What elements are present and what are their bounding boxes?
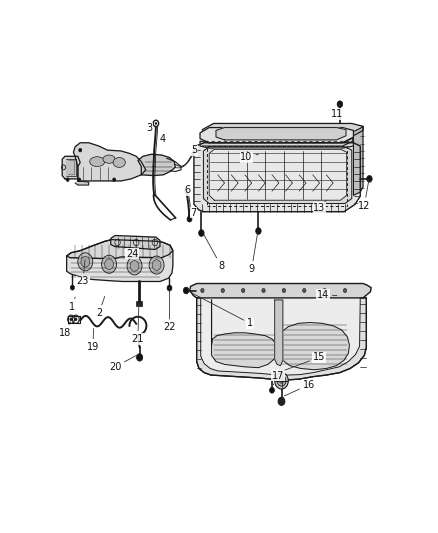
- Circle shape: [275, 373, 288, 389]
- Text: 9: 9: [249, 231, 258, 274]
- Circle shape: [187, 216, 192, 222]
- Text: 4: 4: [159, 134, 166, 144]
- Circle shape: [137, 354, 143, 361]
- Polygon shape: [138, 154, 175, 175]
- Text: 20: 20: [109, 355, 137, 372]
- Circle shape: [127, 257, 142, 275]
- Polygon shape: [74, 143, 146, 181]
- Circle shape: [71, 285, 74, 290]
- Text: 11: 11: [331, 104, 343, 119]
- Text: 14: 14: [317, 289, 337, 300]
- Circle shape: [149, 256, 164, 274]
- Polygon shape: [197, 298, 366, 380]
- Polygon shape: [62, 156, 80, 179]
- Text: 6: 6: [184, 185, 190, 195]
- Text: 12: 12: [358, 180, 371, 211]
- Circle shape: [278, 397, 285, 406]
- Circle shape: [323, 288, 326, 293]
- Circle shape: [241, 288, 245, 293]
- Text: 17: 17: [272, 371, 284, 385]
- Circle shape: [270, 387, 274, 393]
- Circle shape: [66, 178, 69, 181]
- Polygon shape: [353, 126, 363, 195]
- Text: 15: 15: [283, 352, 325, 371]
- Circle shape: [184, 287, 189, 294]
- Polygon shape: [200, 127, 353, 143]
- Circle shape: [81, 256, 90, 267]
- FancyBboxPatch shape: [136, 301, 141, 306]
- Circle shape: [343, 288, 346, 293]
- Text: 8: 8: [203, 232, 224, 271]
- Circle shape: [167, 285, 172, 291]
- Polygon shape: [66, 159, 76, 175]
- Polygon shape: [201, 298, 360, 375]
- Text: 2: 2: [96, 296, 105, 318]
- Circle shape: [282, 288, 286, 293]
- Polygon shape: [75, 181, 88, 185]
- Polygon shape: [111, 236, 160, 249]
- Text: 23: 23: [77, 260, 89, 286]
- Circle shape: [201, 288, 204, 293]
- Circle shape: [78, 178, 81, 181]
- Circle shape: [303, 288, 306, 293]
- Circle shape: [256, 228, 261, 235]
- Polygon shape: [200, 138, 353, 148]
- Text: 1: 1: [190, 292, 253, 328]
- Text: 7: 7: [190, 207, 196, 217]
- Circle shape: [70, 318, 72, 320]
- Polygon shape: [194, 143, 360, 212]
- Text: 10: 10: [240, 152, 258, 162]
- Polygon shape: [216, 127, 346, 140]
- Circle shape: [221, 288, 224, 293]
- Polygon shape: [203, 147, 352, 204]
- Circle shape: [199, 230, 204, 236]
- Polygon shape: [212, 300, 277, 368]
- Circle shape: [130, 261, 139, 271]
- Text: 13: 13: [314, 200, 326, 213]
- Polygon shape: [67, 240, 173, 259]
- Text: 18: 18: [59, 322, 71, 338]
- Polygon shape: [201, 298, 360, 375]
- Circle shape: [102, 255, 117, 273]
- Circle shape: [277, 375, 286, 386]
- Circle shape: [262, 288, 265, 293]
- Circle shape: [337, 101, 343, 108]
- Text: 3: 3: [146, 124, 156, 133]
- Circle shape: [152, 260, 161, 270]
- Circle shape: [79, 149, 81, 152]
- Text: 1: 1: [69, 297, 75, 312]
- Text: 19: 19: [87, 328, 99, 352]
- Circle shape: [78, 253, 93, 271]
- Ellipse shape: [103, 155, 115, 163]
- Polygon shape: [275, 300, 283, 366]
- Text: 22: 22: [163, 287, 176, 333]
- Text: 24: 24: [126, 245, 138, 259]
- Circle shape: [155, 123, 156, 124]
- Text: 16: 16: [284, 380, 315, 396]
- Ellipse shape: [90, 157, 105, 166]
- Polygon shape: [209, 149, 346, 200]
- Circle shape: [279, 378, 283, 383]
- Circle shape: [75, 318, 77, 320]
- Polygon shape: [190, 284, 371, 298]
- Text: 5: 5: [191, 145, 197, 155]
- Circle shape: [113, 178, 116, 181]
- Polygon shape: [279, 300, 350, 370]
- Polygon shape: [67, 240, 173, 281]
- Text: 21: 21: [132, 304, 144, 344]
- Circle shape: [367, 175, 372, 182]
- Polygon shape: [197, 298, 366, 380]
- Polygon shape: [202, 124, 363, 143]
- Ellipse shape: [113, 158, 125, 167]
- Circle shape: [105, 259, 113, 270]
